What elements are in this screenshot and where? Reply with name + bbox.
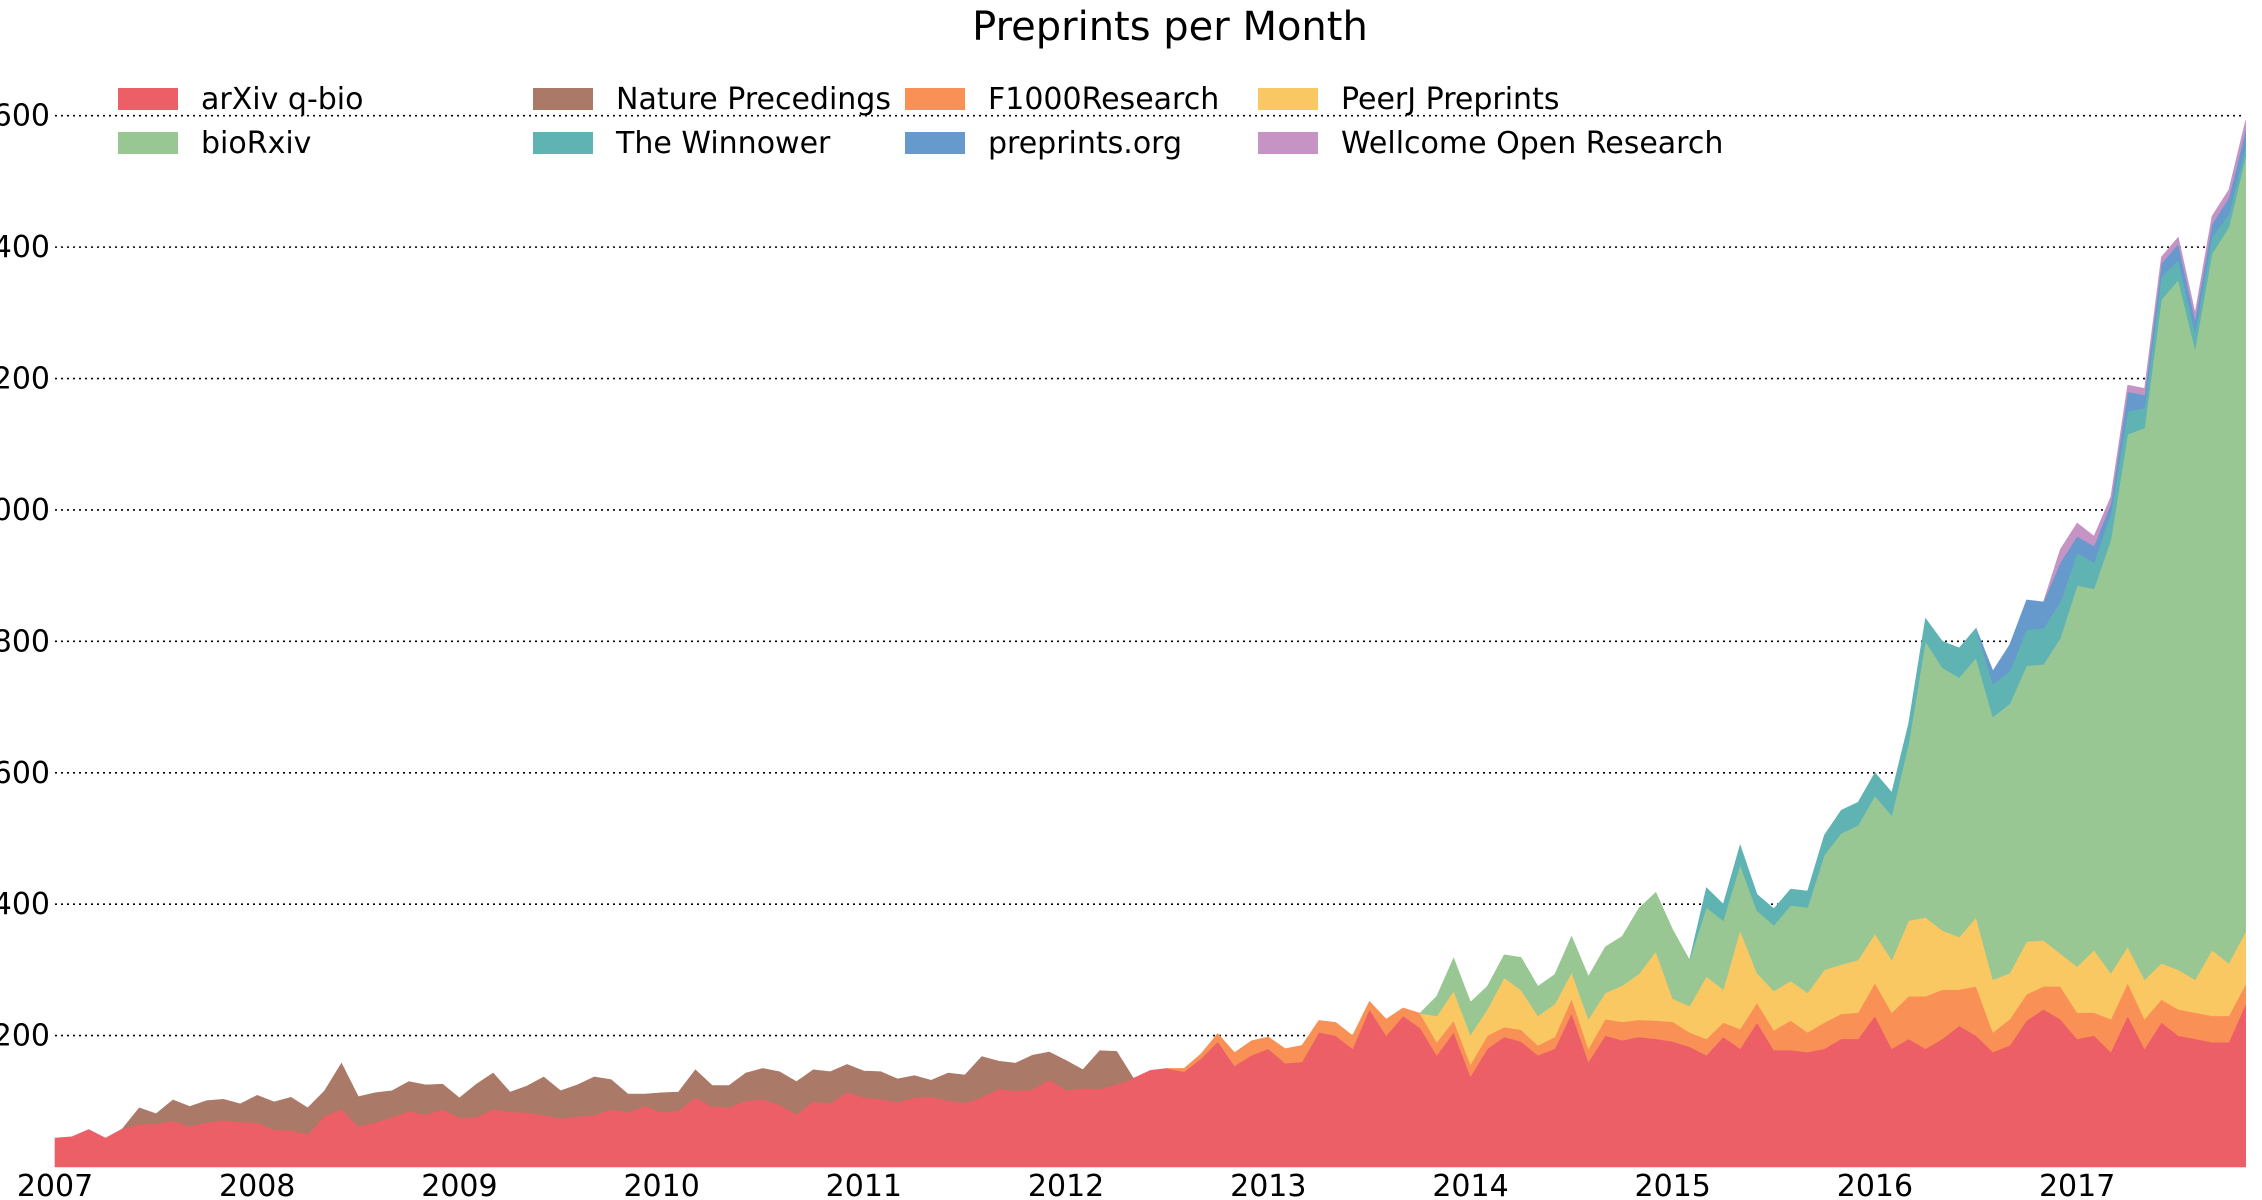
legend-swatch-wellcome-open-research: [1258, 132, 1318, 154]
y-tick-label-200: 200: [0, 1019, 50, 1054]
y-tick-label-600: 600: [0, 756, 50, 791]
x-tick-label-2015: 2015: [1635, 1169, 1711, 1200]
x-tick-label-2017: 2017: [2039, 1169, 2115, 1200]
legend-label-biorxiv: bioRxiv: [201, 126, 311, 161]
y-tick-label-800: 800: [0, 624, 50, 659]
legend-label-preprints-org: preprints.org: [988, 126, 1182, 161]
legend-swatch-peerj-preprints: [1258, 88, 1318, 110]
legend-label-wellcome-open-research: Wellcome Open Research: [1341, 126, 1723, 161]
legend-label-peerj-preprints: PeerJ Preprints: [1341, 82, 1559, 117]
legend-swatch-f1000research: [905, 88, 965, 110]
legend-label-f1000research: F1000Research: [988, 82, 1219, 117]
chart-title: Preprints per Month: [972, 4, 1368, 50]
y-tick-label-400: 400: [0, 887, 50, 922]
legend-swatch-nature-precedings: [533, 88, 593, 110]
x-tick-label-2008: 2008: [219, 1169, 295, 1200]
x-tick-label-2013: 2013: [1230, 1169, 1306, 1200]
legend-swatch-preprints-org: [905, 132, 965, 154]
legend-swatch-biorxiv: [118, 132, 178, 154]
legend-swatch-the-winnower: [533, 132, 593, 154]
x-tick-label-2009: 2009: [421, 1169, 497, 1200]
x-tick-label-2014: 2014: [1432, 1169, 1508, 1200]
x-tick-label-2007: 2007: [17, 1169, 93, 1200]
area-the-winnower: [1689, 146, 2246, 961]
legend-swatch-arxiv-q-bio: [118, 88, 178, 110]
x-tick-label-2011: 2011: [826, 1169, 902, 1200]
x-tick-label-2012: 2012: [1028, 1169, 1104, 1200]
area-nature-precedings: [121, 1050, 1134, 1135]
legend-label-the-winnower: The Winnower: [615, 126, 831, 161]
y-tick-label-1400: 1400: [0, 230, 50, 265]
legend: arXiv q-bio Nature Precedings F1000Researc…: [118, 82, 1723, 161]
y-axis-ticks: 200 400 600 800 1000 1200 1400 1600: [0, 99, 50, 1054]
x-tick-label-2016: 2016: [1837, 1169, 1913, 1200]
x-tick-label-2010: 2010: [623, 1169, 699, 1200]
y-tick-label-1600: 1600: [0, 99, 50, 134]
legend-label-nature-precedings: Nature Precedings: [616, 82, 891, 117]
legend-label-arxiv-q-bio: arXiv q-bio: [201, 82, 364, 117]
y-tick-label-1200: 1200: [0, 362, 50, 397]
area-biorxiv: [1419, 156, 2246, 1036]
x-axis-ticks: 2007 2008 2009 2010 2011 2012 2013 2014 2015 2016…: [17, 1169, 2116, 1200]
area-wellcome-open-research: [2043, 120, 2246, 603]
stacked-areas: [54, 120, 2246, 1168]
y-tick-label-1000: 1000: [0, 493, 50, 528]
